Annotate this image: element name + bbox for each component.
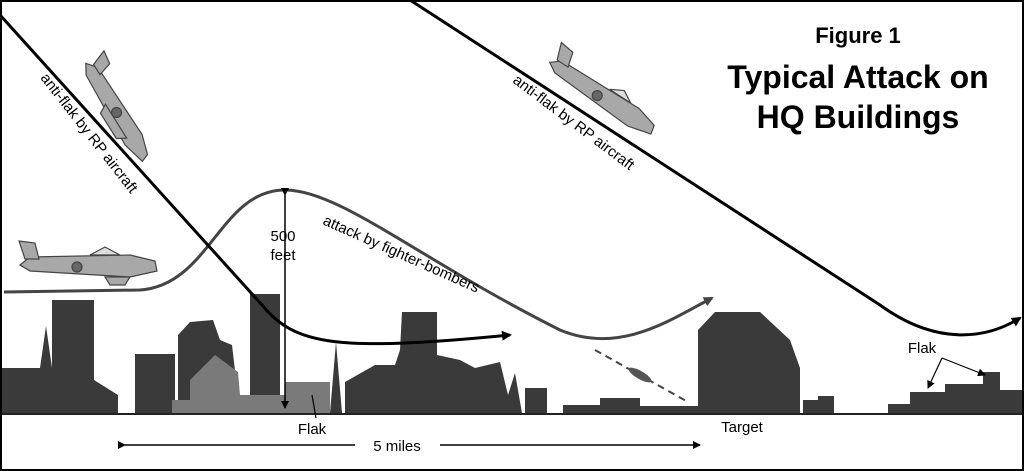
skyline bbox=[2, 294, 1022, 415]
distance-label: 5 miles bbox=[373, 438, 421, 455]
figure-title: HQ Buildings bbox=[757, 99, 960, 135]
height-label: 500 bbox=[270, 228, 295, 245]
flak-pointer bbox=[311, 394, 317, 419]
plane-3 bbox=[548, 41, 655, 135]
figure-title: Typical Attack on bbox=[727, 59, 988, 95]
flak-label: Flak bbox=[908, 340, 937, 357]
bomb bbox=[628, 367, 652, 383]
target-label: Target bbox=[721, 419, 764, 436]
rp-path-1 bbox=[0, 13, 512, 346]
flak-pointer bbox=[941, 357, 986, 377]
plane-1 bbox=[85, 49, 149, 163]
figure-label: Figure 1 bbox=[815, 23, 901, 48]
flak-pointer bbox=[927, 357, 943, 389]
distance-label-bg bbox=[355, 436, 440, 454]
flak-label: Flak bbox=[298, 421, 327, 438]
height-label: feet bbox=[270, 247, 296, 264]
plane-2 bbox=[18, 240, 158, 286]
rp-path-2 bbox=[409, 0, 1022, 337]
